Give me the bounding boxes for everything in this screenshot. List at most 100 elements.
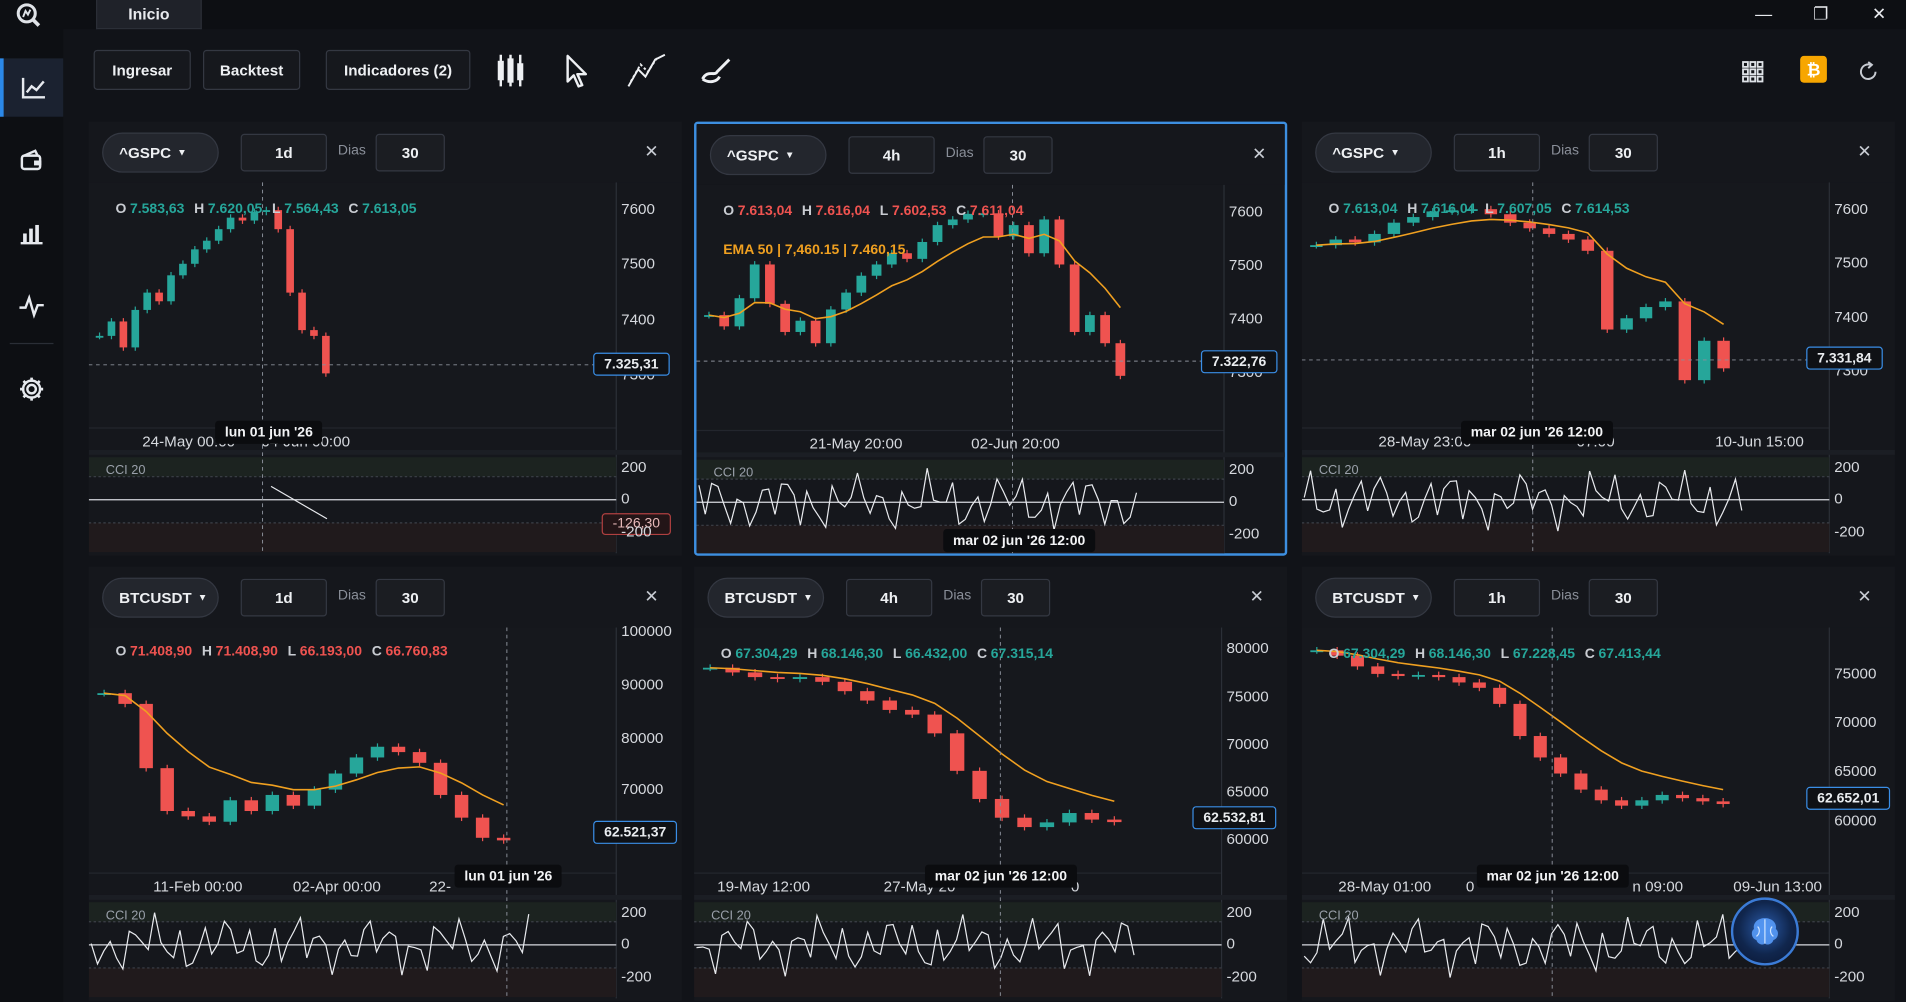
- candle: [902, 253, 912, 259]
- days-input[interactable]: 30: [1588, 133, 1658, 172]
- ohlc-h-value: 68.146,30: [820, 646, 884, 662]
- symbol-selector[interactable]: BTCUSDT ▼: [707, 577, 825, 618]
- timeframe-selector[interactable]: 1h: [1453, 578, 1541, 617]
- close-window-button[interactable]: ✕: [1872, 3, 1887, 23]
- ohlc-key: L: [272, 201, 281, 217]
- candle: [1407, 217, 1420, 223]
- price-chart-area[interactable]: [88, 182, 617, 429]
- ohlc-key: L: [1485, 201, 1494, 217]
- chart-panel[interactable]: ^GSPC ▼ 4h Dias 30 ✕ O 7.613,04 H 7.616,04 L 7.602,…: [694, 121, 1288, 556]
- chart-panel[interactable]: BTCUSDT ▼ 4h Dias 30 ✕ O 67.304,29 H 68.146,30 L 66…: [694, 566, 1288, 1001]
- indicators-button[interactable]: Indicadores (2): [325, 49, 471, 90]
- chart-panel[interactable]: ^GSPC ▼ 1h Dias 30 ✕ O 7.613,04 H 7.616,04 L 7.607,…: [1301, 121, 1895, 556]
- candle: [1615, 800, 1629, 806]
- symbol-selector[interactable]: ^GSPC ▼: [709, 134, 827, 176]
- candle: [1432, 674, 1446, 678]
- symbol-label: ^GSPC: [119, 144, 172, 162]
- backtest-button[interactable]: Backtest: [202, 49, 301, 90]
- refresh-icon: [1860, 61, 1877, 80]
- close-panel-icon[interactable]: ✕: [1252, 142, 1267, 163]
- cci-axis-label: 200: [1834, 903, 1860, 921]
- candles-icon: [497, 54, 524, 87]
- candle: [1115, 343, 1126, 376]
- candle: [1348, 239, 1362, 243]
- sidebar-item-wallet[interactable]: [0, 131, 63, 189]
- sidebar-item-stats[interactable]: [0, 204, 63, 262]
- symbol-selector[interactable]: BTCUSDT ▼: [102, 577, 219, 618]
- close-panel-icon[interactable]: ✕: [1857, 140, 1872, 160]
- chart-canvas: [694, 627, 1288, 999]
- price-chart-area[interactable]: [88, 627, 617, 874]
- timeframe-selector[interactable]: 1d: [240, 578, 327, 617]
- candle: [815, 677, 830, 682]
- ai-assistant-button[interactable]: [1730, 897, 1799, 966]
- candle: [963, 213, 973, 220]
- candles-tool[interactable]: [490, 49, 531, 93]
- panel-header: BTCUSDT ▼ 1d Dias 30 ✕: [88, 566, 682, 628]
- symbol-selector[interactable]: ^GSPC ▼: [1315, 132, 1432, 173]
- brush-tool[interactable]: [695, 49, 736, 93]
- price-axis-label: 7400: [621, 311, 655, 329]
- candle: [1426, 211, 1439, 218]
- price-axis[interactable]: 75000 70000 65000 60000: [1829, 627, 1895, 955]
- close-panel-icon[interactable]: ✕: [644, 585, 659, 605]
- cci-axis-label: 200: [1228, 460, 1255, 478]
- price-axis-label: 60000: [1834, 812, 1877, 830]
- sidebar-item-signals[interactable]: [0, 277, 63, 335]
- price-axis[interactable]: 80000 75000 70000 65000 60000: [1222, 627, 1288, 955]
- sidebar-item-charts[interactable]: [0, 58, 64, 117]
- price-chart-area[interactable]: [1301, 627, 1830, 874]
- symbol-label: BTCUSDT: [724, 589, 798, 607]
- ohlc-key: O: [115, 644, 127, 660]
- days-label: Dias: [337, 143, 366, 159]
- maximize-button[interactable]: ❐: [1813, 3, 1829, 23]
- ingresar-button[interactable]: Ingresar: [93, 49, 191, 90]
- pulse-icon: [19, 294, 44, 319]
- refresh-button[interactable]: [1848, 50, 1889, 94]
- tab-inicio[interactable]: Inicio: [96, 0, 202, 30]
- candle: [932, 225, 943, 242]
- ohlc-l-value: 7.602,53: [891, 204, 947, 219]
- symbol-selector[interactable]: ^GSPC ▼: [102, 132, 219, 173]
- days-input[interactable]: 30: [375, 578, 445, 617]
- bitcoin-icon[interactable]: ₿: [1800, 55, 1827, 83]
- candle: [972, 770, 987, 799]
- chart-panel[interactable]: ^GSPC ▼ 1d Dias 30 ✕ O 7.583,63 H 7.620,05 L 7.564,…: [88, 121, 682, 556]
- timeframe-selector[interactable]: 4h: [848, 136, 935, 174]
- timeframe-selector[interactable]: 1d: [240, 133, 327, 172]
- title-bar: Inicio — ❐ ✕: [0, 0, 1906, 30]
- days-input[interactable]: 30: [980, 578, 1051, 617]
- candle: [1562, 233, 1575, 240]
- symbol-selector[interactable]: BTCUSDT ▼: [1315, 577, 1432, 618]
- minimize-button[interactable]: —: [1755, 3, 1773, 24]
- ema-line: [710, 666, 1115, 802]
- days-input[interactable]: 30: [1588, 578, 1658, 617]
- draw-lines-tool[interactable]: [626, 49, 667, 93]
- price-axis-label: 7600: [621, 200, 655, 218]
- crosshair-time-tag: mar 02 jun '26 12:00: [1476, 864, 1629, 888]
- price-axis-label: 7600: [1228, 203, 1263, 221]
- layout-grid-button[interactable]: [1732, 50, 1773, 94]
- ohlc-key: H: [1407, 201, 1418, 217]
- close-panel-icon[interactable]: ✕: [1857, 585, 1872, 605]
- sidebar-item-settings[interactable]: [0, 360, 63, 418]
- candle: [1533, 736, 1547, 758]
- chart-panel[interactable]: BTCUSDT ▼ 1d Dias 30 ✕ O 71.408,90 H 71.408,90 L 66…: [88, 566, 682, 1001]
- timeframe-selector[interactable]: 1h: [1453, 133, 1541, 172]
- close-panel-icon[interactable]: ✕: [1249, 585, 1264, 605]
- candle: [765, 264, 775, 304]
- time-axis-label: 02-Jun 20:00: [971, 435, 1060, 453]
- close-panel-icon[interactable]: ✕: [644, 140, 659, 160]
- candle: [993, 213, 1004, 237]
- days-input[interactable]: 30: [375, 133, 445, 172]
- days-input[interactable]: 30: [983, 136, 1053, 174]
- cursor-tool[interactable]: [557, 49, 598, 93]
- candle: [238, 217, 247, 221]
- chart-panel[interactable]: BTCUSDT ▼ 1h Dias 30 ✕ O 67.304,29 H 68.146,30 L 67…: [1301, 566, 1895, 1001]
- price-axis-label: 7400: [1228, 310, 1263, 328]
- candle: [841, 292, 851, 310]
- ema-line: [708, 233, 1121, 320]
- timeframe-selector[interactable]: 4h: [845, 578, 933, 617]
- candle: [131, 309, 140, 348]
- candle: [1717, 340, 1730, 369]
